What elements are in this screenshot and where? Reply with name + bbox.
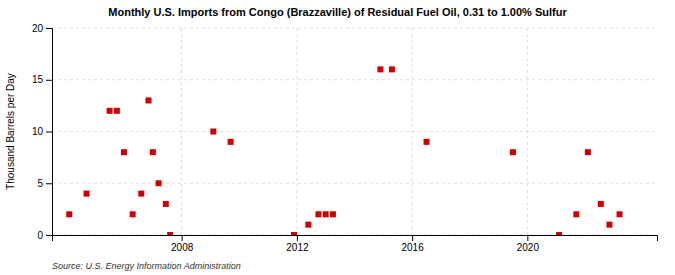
point	[556, 232, 562, 235]
grid-line-y	[52, 131, 657, 132]
y-tick: 0	[37, 230, 52, 241]
point	[150, 149, 156, 155]
y-tick-label: 15	[32, 74, 44, 85]
y-tick: 15	[32, 74, 52, 85]
y-tick: 5	[37, 178, 52, 189]
point	[305, 222, 311, 228]
y-tick-mark	[46, 80, 52, 81]
points	[66, 66, 622, 235]
point	[107, 108, 113, 114]
grid	[52, 28, 657, 235]
point	[228, 139, 234, 145]
y-tick-mark	[46, 28, 52, 29]
point	[330, 211, 336, 217]
point	[84, 191, 90, 197]
x-tick-mark	[297, 235, 298, 241]
x-tick-mark	[182, 235, 183, 241]
x-tick-label: 2008	[171, 242, 194, 253]
grid-line-x	[412, 28, 413, 235]
point	[323, 211, 329, 217]
point	[606, 222, 612, 228]
x-axis: 2008 2012 2016 2020	[53, 235, 658, 253]
point	[156, 180, 162, 186]
point	[315, 211, 321, 217]
y-tick-mark	[46, 132, 52, 133]
grid-line-x	[181, 28, 182, 235]
x-tick-label: 2012	[286, 242, 309, 253]
point	[585, 149, 591, 155]
x-tick: 2020	[517, 235, 540, 253]
x-tick-label: 2016	[401, 242, 424, 253]
y-tick-mark	[46, 183, 52, 184]
x-axis-line	[53, 236, 658, 242]
point	[377, 66, 383, 72]
point	[130, 211, 136, 217]
y-tick-mark	[46, 235, 52, 236]
point	[210, 129, 216, 135]
title: Monthly U.S. Imports from Congo (Brazzav…	[108, 6, 567, 18]
y-tick: 20	[32, 23, 52, 34]
x-tick: 2008	[171, 235, 194, 253]
point	[291, 232, 297, 235]
y-tick-label: 20	[32, 23, 44, 34]
y-axis: 0 5 10 15 20	[32, 23, 53, 241]
y-tick-label: 5	[37, 178, 43, 189]
point	[66, 211, 72, 217]
point	[617, 211, 623, 217]
point	[573, 211, 579, 217]
grid-line-x	[527, 28, 528, 235]
y-tick-label: 10	[32, 126, 44, 137]
x-tick-mark	[527, 235, 528, 241]
point	[510, 149, 516, 155]
point	[114, 108, 120, 114]
y-axis-label: Thousand Barrels per Day	[5, 73, 16, 190]
chart: 2008 2012 2016 2020 0 5 10 15 20 Monthly U.S. Imp…	[0, 0, 675, 275]
x-tick: 2012	[286, 235, 309, 253]
grid-line-y	[52, 79, 657, 80]
y-tick: 10	[32, 126, 52, 137]
point	[163, 201, 169, 207]
point	[389, 66, 395, 72]
point	[598, 201, 604, 207]
point	[121, 149, 127, 155]
point	[138, 191, 144, 197]
y-tick-label: 0	[37, 230, 43, 241]
y-axis-line	[46, 29, 53, 236]
point	[167, 232, 173, 235]
x-tick-mark	[412, 235, 413, 241]
grid-line-x	[296, 28, 297, 235]
grid-line-y	[52, 28, 657, 29]
point	[146, 97, 152, 103]
plot-area: 2008 2012 2016 2020 0 5 10 15 20	[32, 23, 658, 253]
point	[424, 139, 430, 145]
source: Source: U.S. Energy Information Administ…	[52, 261, 241, 271]
x-tick: 2016	[401, 235, 424, 253]
grid-line-y	[52, 183, 657, 184]
x-tick-label: 2020	[517, 242, 540, 253]
